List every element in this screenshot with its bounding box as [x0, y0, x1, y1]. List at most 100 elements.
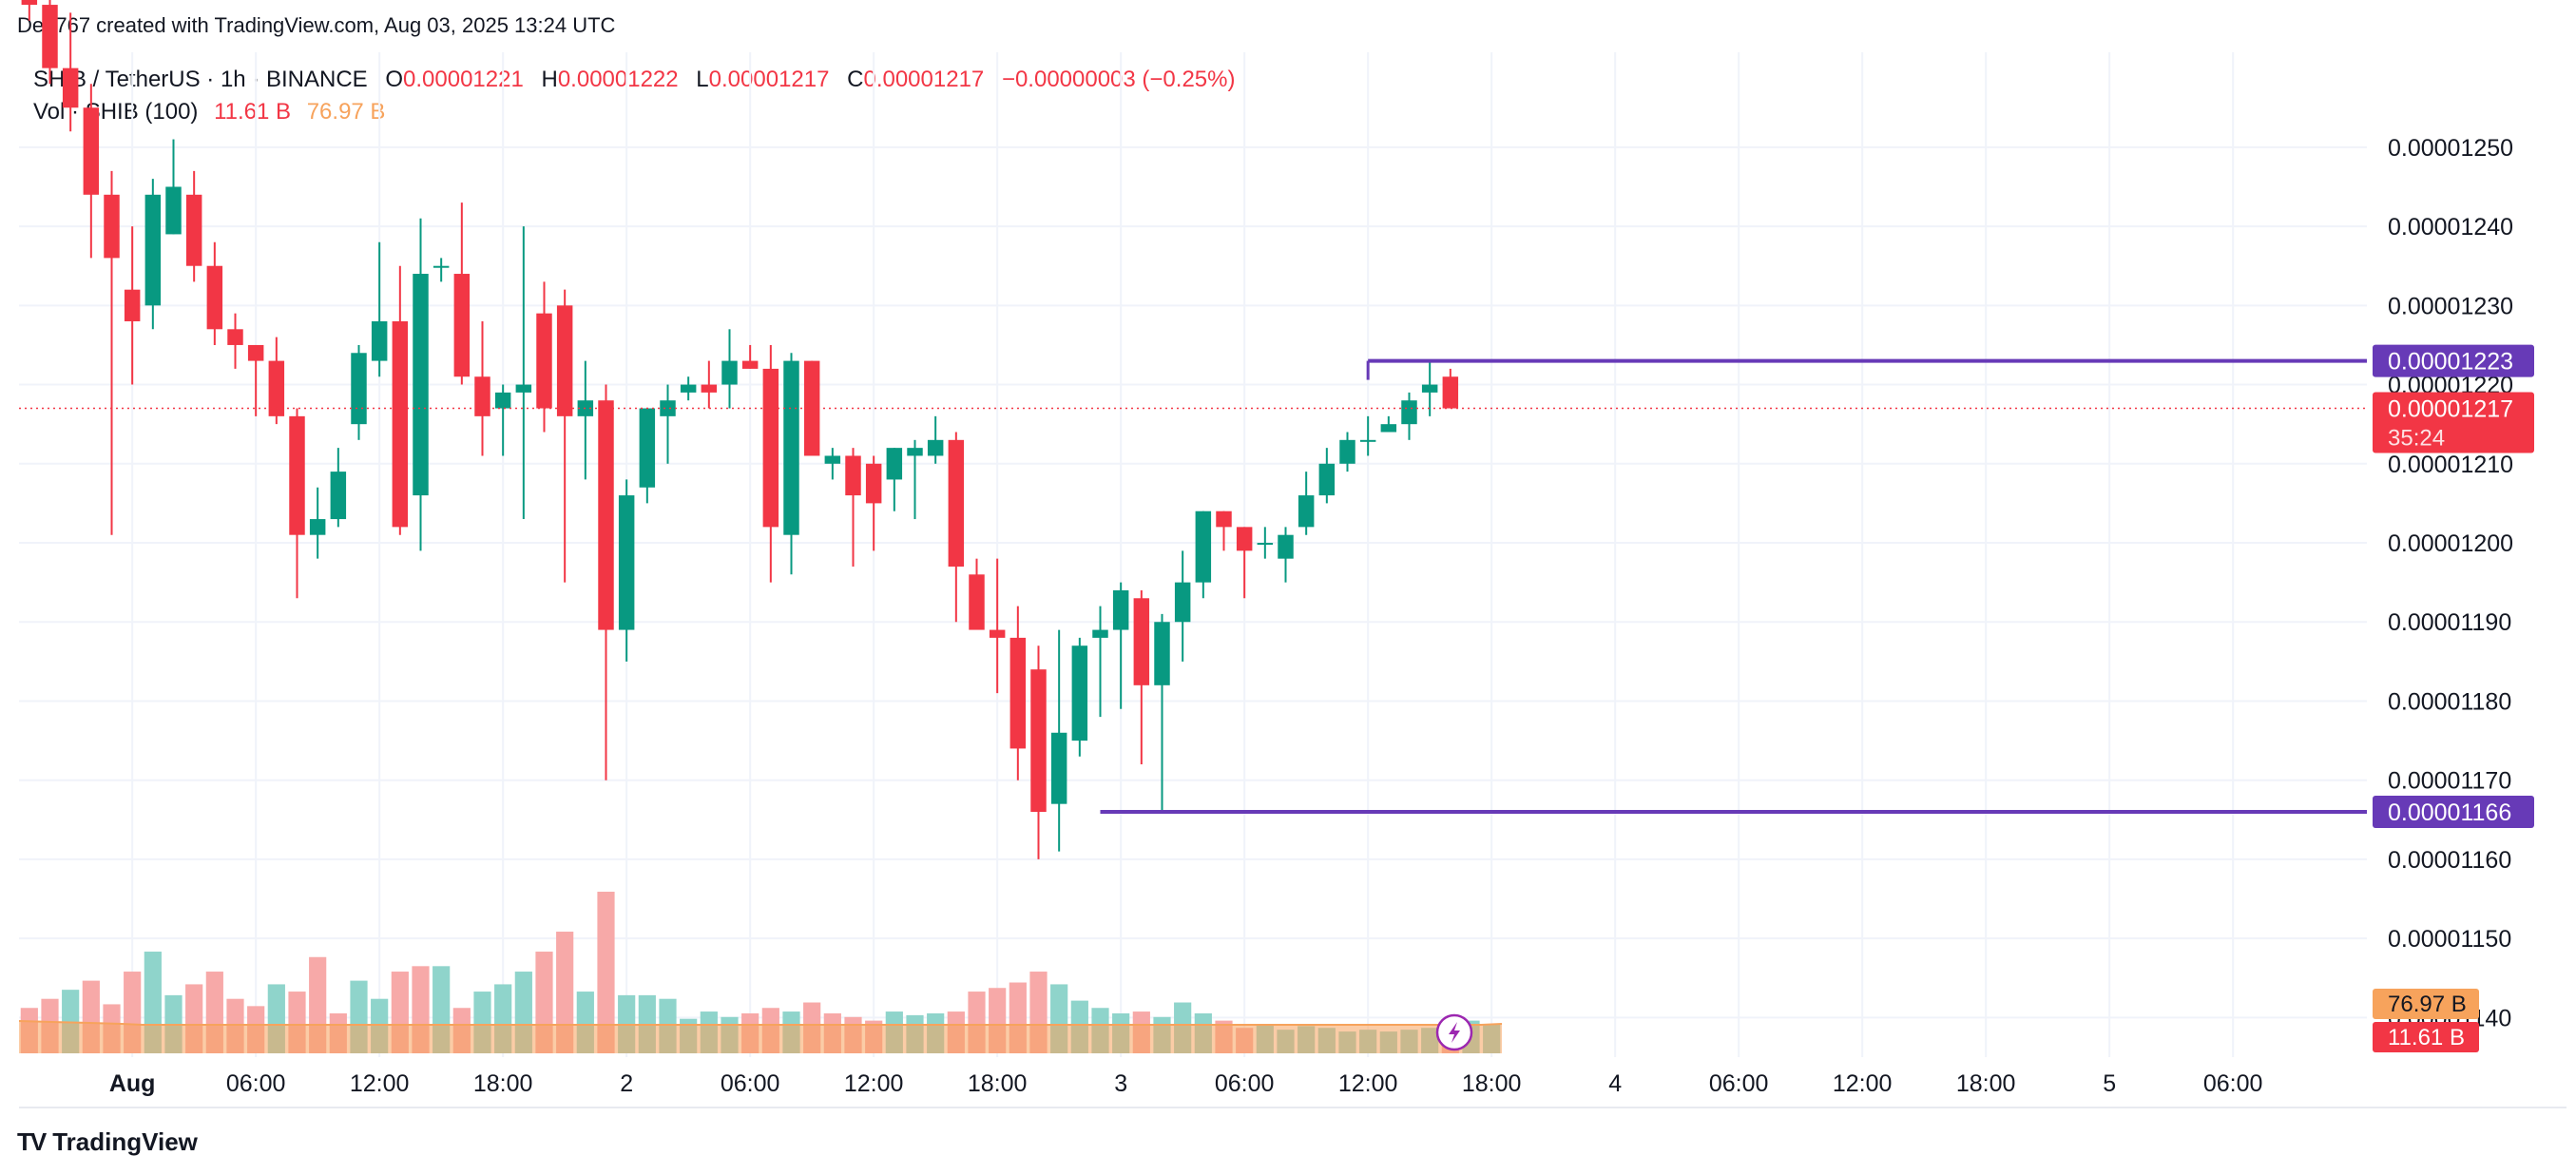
change-value: −0.00000003 (−0.25%)	[1001, 67, 1236, 92]
x-axis-tick-label: 12:00	[350, 1070, 410, 1097]
candle-body	[969, 574, 985, 630]
x-axis-tick-label: 18:00	[1956, 1070, 2016, 1097]
candle-body	[227, 329, 243, 345]
open-label: O	[385, 67, 404, 92]
low-value: 0.00001217	[708, 67, 830, 92]
level-price-label: 0.00001166	[2388, 799, 2511, 826]
y-axis-tick-label: 0.00001230	[2388, 293, 2513, 319]
y-axis-tick-label: 0.00001210	[2388, 452, 2513, 478]
candle-body	[165, 186, 182, 235]
candle-body	[741, 360, 759, 369]
candle-body	[1092, 629, 1108, 638]
candle-body	[309, 519, 326, 535]
candle-body	[453, 274, 471, 377]
volume-ma-axis-label: 76.97 B	[2388, 992, 2467, 1017]
candle-body	[660, 400, 676, 416]
countdown-label: 35:24	[2388, 426, 2445, 452]
candle-body	[351, 353, 367, 425]
x-axis-tick-label: 18:00	[968, 1070, 1028, 1097]
candle-body	[762, 368, 779, 528]
candle-body	[1236, 527, 1253, 551]
close-label: C	[847, 67, 864, 92]
candle-body	[413, 274, 429, 496]
x-axis-tick-label: 5	[2103, 1070, 2116, 1097]
volume-ma-axis-label-bg	[2373, 989, 2479, 1019]
candle-body	[618, 495, 635, 630]
high-label: H	[541, 67, 558, 92]
candle-body	[824, 455, 841, 464]
tradingview-logo-icon: TV	[17, 1127, 47, 1156]
attribution-text: Den767 created with TradingView.com, Aug…	[17, 13, 616, 37]
x-axis-tick-label: 06:00	[2203, 1070, 2263, 1097]
candle-body	[42, 5, 58, 68]
candle-body	[1030, 669, 1047, 812]
candle-body	[433, 265, 450, 268]
x-axis-tick-label: 4	[1608, 1070, 1622, 1097]
y-axis-tick-label: 0.00001190	[2388, 609, 2511, 636]
plot-area	[19, 0, 1503, 1053]
candle-body	[701, 384, 718, 393]
y-axis-tick-label: 0.00001170	[2388, 768, 2511, 795]
candle-body	[783, 360, 799, 535]
candle-body	[371, 320, 388, 361]
candle-body	[1359, 439, 1376, 442]
y-axis-tick-label: 0.00001200	[2388, 530, 2513, 557]
candle-body	[556, 305, 573, 416]
candle-body	[185, 194, 202, 266]
candle-body	[680, 384, 697, 393]
candle-body	[330, 472, 347, 520]
candle-body	[1442, 376, 1459, 409]
candle-body	[948, 439, 965, 567]
y-axis-tick-label: 0.00001150	[2388, 926, 2511, 953]
candle-body	[144, 194, 162, 306]
candle-body	[62, 67, 79, 108]
x-axis-tick-label: 06:00	[1215, 1070, 1275, 1097]
candle-body	[886, 448, 903, 480]
candle-body	[474, 376, 490, 416]
volume-bar	[556, 932, 574, 1053]
x-axis-tick-label: 06:00	[721, 1070, 780, 1097]
candle-body	[124, 289, 141, 321]
level-price-label-bg	[2373, 795, 2534, 828]
candle-body	[268, 360, 285, 416]
candle-body	[1421, 384, 1438, 393]
candle-body	[1009, 637, 1027, 749]
candle-body	[639, 408, 656, 488]
x-axis-tick-label: 3	[1114, 1070, 1127, 1097]
x-axis-tick-label: 06:00	[1709, 1070, 1769, 1097]
candle-body	[206, 265, 223, 330]
candle-body	[1133, 598, 1150, 685]
tradingview-footer[interactable]: TV TradingView	[17, 1127, 198, 1157]
candle-body	[83, 107, 100, 195]
candle-body	[494, 392, 511, 409]
candle-body	[1278, 534, 1294, 559]
candle-body	[1216, 510, 1232, 528]
close-value: 0.00001217	[863, 67, 985, 92]
volume-label[interactable]: Vol · SHIB (100)	[33, 99, 199, 125]
candle-body	[21, 0, 38, 6]
candle-body	[1154, 622, 1170, 685]
x-axis-tick-label: 12:00	[1338, 1070, 1398, 1097]
volume-value: 11.61 B	[214, 99, 292, 125]
volume-legend: Vol · SHIB (100) 11.61 B 76.97 B	[33, 99, 385, 125]
candle-body	[989, 629, 1006, 638]
lightning-icon-bolt	[1449, 1022, 1460, 1043]
volume-axis-label-bg	[2373, 1022, 2479, 1052]
candle-body	[1195, 510, 1212, 583]
symbol-name[interactable]: SHIB / TetherUS · 1h · BINANCE	[33, 67, 368, 92]
candle-body	[104, 194, 120, 259]
volume-bar	[597, 892, 615, 1053]
volume-ma-value: 76.97 B	[306, 99, 386, 125]
candle-body	[1298, 495, 1315, 528]
volume-axis-label: 11.61 B	[2388, 1025, 2465, 1050]
x-axis-tick-label: 06:00	[226, 1070, 286, 1097]
volume-ma-area	[19, 1021, 1502, 1053]
lightning-icon[interactable]	[1435, 1013, 1473, 1051]
candle-body	[536, 313, 552, 409]
candle-body	[1071, 645, 1088, 742]
candle-body	[598, 400, 614, 630]
y-axis-tick-label: 0.00001250	[2388, 135, 2513, 162]
candle-body	[392, 320, 409, 528]
candle-body	[927, 439, 944, 456]
